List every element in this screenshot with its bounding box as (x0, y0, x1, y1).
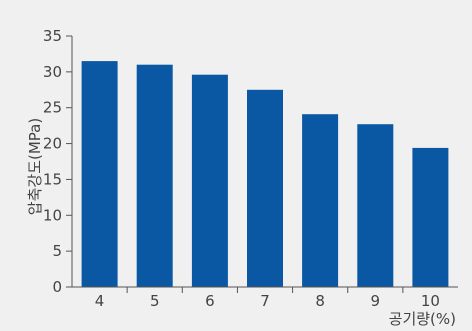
y-tick-label-15: 15 (43, 170, 62, 188)
y-axis-title: 압축강도(MPa) (26, 118, 44, 215)
y-tick-label-5: 5 (52, 242, 62, 260)
bar-8 (302, 114, 339, 287)
x-tick-label-8: 8 (315, 292, 325, 310)
x-tick-label-5: 5 (150, 292, 160, 310)
y-tick-label-30: 30 (43, 63, 62, 81)
y-tick-label-35: 35 (43, 27, 62, 45)
x-tick-label-6: 6 (205, 292, 215, 310)
x-tick-label-9: 9 (371, 292, 381, 310)
y-tick-label-0: 0 (52, 278, 62, 296)
bar-5 (136, 64, 173, 287)
bars-group (81, 61, 449, 287)
x-tick-label-7: 7 (260, 292, 270, 310)
x-axis-title: 공기량(%) (389, 310, 456, 328)
y-tick-label-25: 25 (43, 99, 62, 117)
axes-group (71, 36, 458, 288)
y-tick-label-20: 20 (43, 135, 62, 153)
bar-9 (357, 124, 394, 287)
ticks-group: 0 5 10 15 20 25 30 35 4 5 6 7 8 9 10 (43, 27, 440, 310)
bar-4 (81, 61, 118, 287)
x-tick-label-4: 4 (95, 292, 105, 310)
y-tick-label-10: 10 (43, 206, 62, 224)
bar-7 (247, 89, 283, 287)
bar-10 (412, 147, 449, 287)
x-tick-label-10: 10 (421, 292, 440, 310)
bar-6 (191, 74, 228, 287)
